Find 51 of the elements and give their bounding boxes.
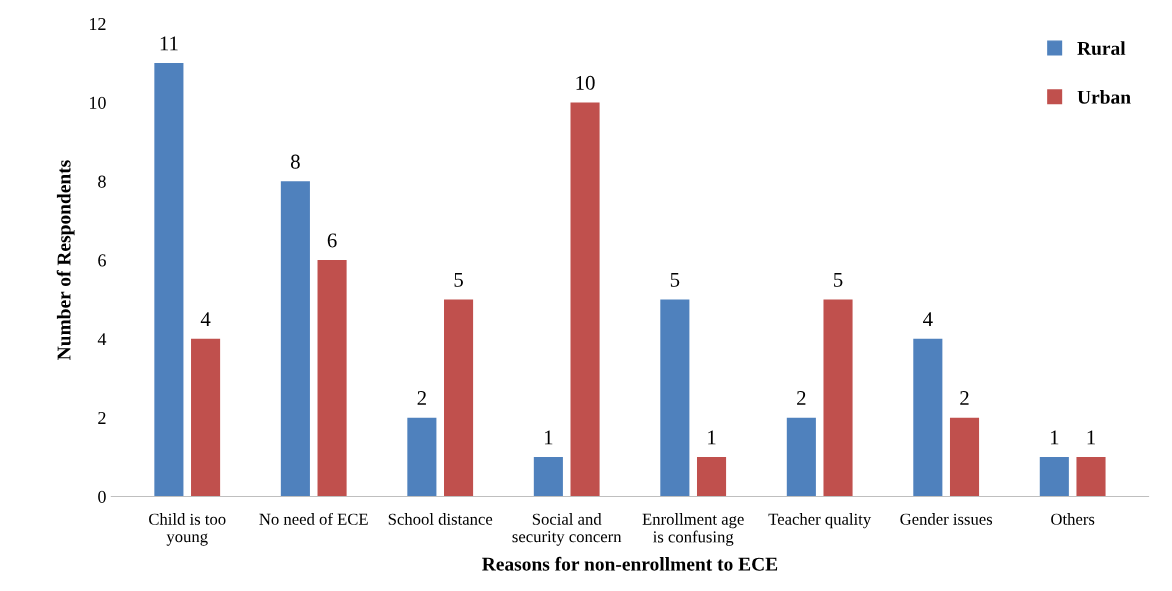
y-tick-label: 8 [98,175,106,188]
bar [913,338,943,497]
bar [823,299,853,497]
y-tick-label: 4 [97,333,107,346]
data-label: 1 [1050,430,1059,445]
bar [1039,457,1069,497]
data-label: 2 [417,391,426,405]
x-tick-label: Social and security concern [512,513,622,546]
data-label: 6 [327,233,337,248]
bar [280,181,310,497]
y-tick-label: 0 [98,490,106,503]
x-tick-label: Teacher quality [768,513,872,529]
data-label: 5 [670,273,680,287]
legend-label: Urban [1077,90,1131,104]
data-label: 5 [454,273,463,287]
x-tick-label: School distance [388,513,493,525]
data-label: 1 [708,430,716,445]
x-axis-title: Reasons for non-enrollment to ECE [482,556,778,571]
data-label: 4 [923,312,933,327]
bar [570,102,600,497]
data-label: 1 [1087,430,1095,445]
x-tick-label: Enrollment age is confusing [642,513,744,546]
data-label: 11 [160,36,178,51]
y-tick-label: 12 [90,17,106,30]
x-tick-label: No need of ECE [259,512,368,525]
y-tick-label: 2 [98,411,106,424]
data-label: 2 [797,391,806,405]
bar [154,63,184,497]
y-axis-title: Number of Respondents [56,160,75,360]
y-tick-label: 10 [90,96,106,109]
bar [317,260,347,497]
data-label: 5 [834,273,843,287]
x-tick-label: Gender issues [900,513,993,525]
bar [660,299,690,497]
data-label: 8 [290,154,300,169]
data-label: 2 [960,391,969,405]
x-tick-label: Child is too young [149,513,226,546]
x-tick-label: Others [1051,513,1095,525]
data-label: 10 [576,75,595,90]
bar [786,417,816,497]
legend-label: Rural [1077,41,1126,55]
bar [949,417,980,497]
bar [1076,457,1106,497]
data-label: 4 [200,312,211,327]
bar [407,417,437,497]
y-tick-label: 6 [98,254,106,267]
bar [444,299,474,497]
bar [533,457,563,497]
bar [191,338,221,497]
bar [696,457,727,497]
data-label: 1 [544,430,553,445]
